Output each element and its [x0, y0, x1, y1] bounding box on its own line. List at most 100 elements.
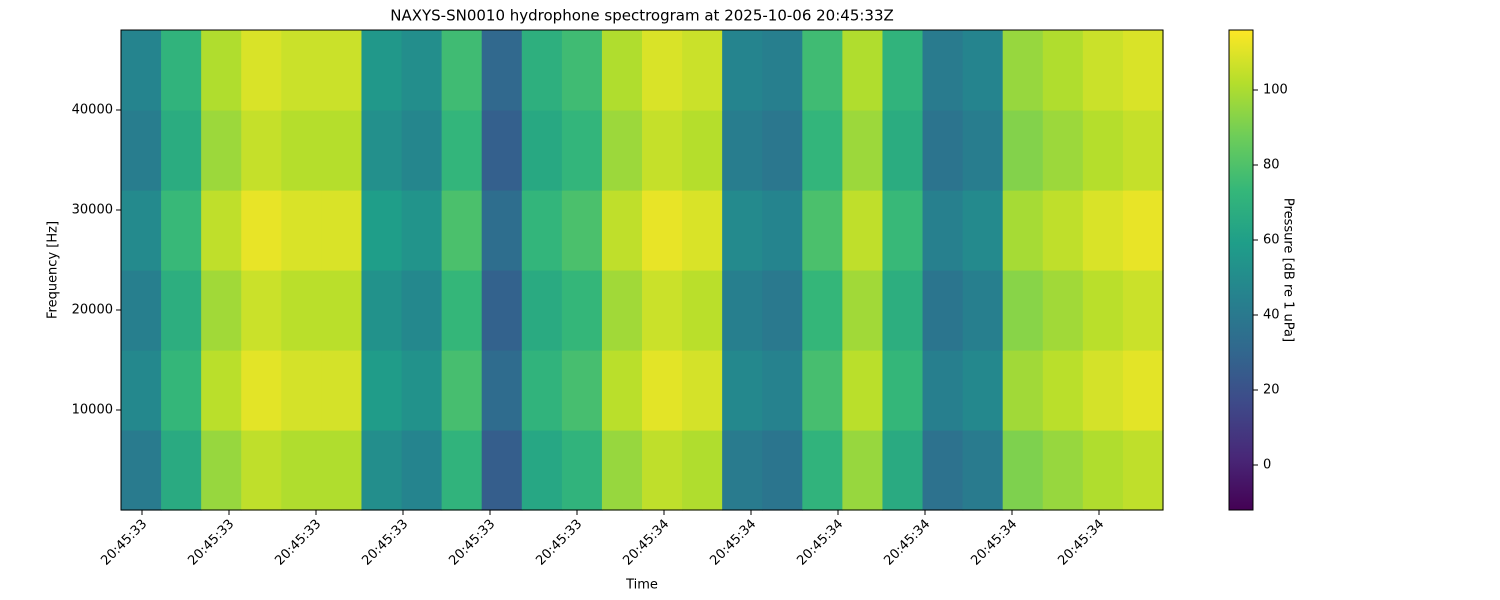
cell: [1122, 110, 1164, 191]
x-tick-label: 20:45:34: [881, 517, 933, 569]
cell: [1082, 430, 1124, 511]
x-tick-label: 20:45:33: [272, 517, 324, 569]
cell: [842, 110, 884, 191]
cell: [842, 190, 884, 271]
cell: [161, 110, 202, 191]
cell: [121, 190, 162, 271]
cell: [561, 270, 603, 351]
cell: [802, 350, 843, 431]
x-tick-label: 20:45:34: [1055, 517, 1107, 569]
cell: [922, 350, 964, 431]
cell: [1002, 30, 1044, 111]
cell: [682, 110, 723, 191]
plot-frame: [120, 29, 1164, 511]
cell: [601, 190, 643, 271]
cell: [481, 30, 523, 111]
cell: [161, 190, 202, 271]
x-tick-label: 20:45:33: [533, 517, 585, 569]
cell: [401, 110, 443, 191]
cell: [1122, 190, 1164, 271]
cell: [281, 350, 322, 431]
cell: [361, 350, 403, 431]
cell: [321, 190, 363, 271]
cell: [481, 430, 523, 511]
x-tick-label: 20:45:33: [446, 517, 498, 569]
cell: [401, 430, 443, 511]
x-tick-label: 20:45:33: [359, 517, 411, 569]
colorbar-tick-label: 0: [1263, 458, 1271, 473]
cell: [361, 30, 403, 111]
cell: [922, 430, 964, 511]
cell: [521, 30, 563, 111]
cell: [1002, 270, 1044, 351]
cell: [121, 30, 162, 111]
cell: [1002, 350, 1044, 431]
cell: [361, 110, 403, 191]
cell: [601, 270, 643, 351]
cell: [601, 430, 643, 511]
cell: [842, 30, 884, 111]
cell: [361, 190, 403, 271]
cell: [201, 430, 242, 511]
cell: [361, 270, 403, 351]
cell: [842, 430, 884, 511]
cell: [1042, 430, 1084, 511]
cell: [521, 270, 563, 351]
cell: [922, 190, 964, 271]
cell: [762, 350, 803, 431]
cell: [922, 110, 964, 191]
cell: [1082, 350, 1124, 431]
y-tick-label: 20000: [72, 303, 113, 318]
cell: [441, 270, 483, 351]
cell: [962, 30, 1004, 111]
cell: [882, 350, 924, 431]
colorbar-tick-label: 20: [1263, 383, 1280, 398]
colorbar-tick-label: 100: [1263, 83, 1288, 98]
cell: [1082, 110, 1124, 191]
cell: [1122, 350, 1164, 431]
cell: [241, 350, 282, 431]
cell: [642, 110, 683, 191]
cell: [762, 430, 803, 511]
cell: [722, 190, 763, 271]
x-axis-label: Time: [625, 578, 658, 593]
cell: [321, 30, 363, 111]
cell: [321, 110, 363, 191]
cell: [321, 430, 363, 511]
cell: [842, 270, 884, 351]
cell: [321, 270, 363, 351]
cell: [882, 30, 924, 111]
cell: [1042, 270, 1084, 351]
cell: [722, 110, 763, 191]
cell: [601, 30, 643, 111]
cell: [802, 430, 843, 511]
cell: [361, 430, 403, 511]
cell: [401, 190, 443, 271]
cell: [1002, 110, 1044, 191]
cell: [922, 270, 964, 351]
colorbar-tick-label: 40: [1263, 308, 1280, 323]
cell: [121, 430, 162, 511]
cell: [161, 430, 202, 511]
colorbar-label: Pressure [dB re 1 uPa]: [1281, 198, 1296, 342]
cell: [161, 350, 202, 431]
cell: [1082, 30, 1124, 111]
y-tick-label: 40000: [72, 103, 113, 118]
x-tick-label: 20:45:33: [98, 517, 150, 569]
cell: [601, 110, 643, 191]
cell: [962, 350, 1004, 431]
cell: [882, 110, 924, 191]
cell: [962, 430, 1004, 511]
cell: [281, 270, 322, 351]
cell: [161, 30, 202, 111]
cell: [1082, 270, 1124, 351]
cell: [1122, 30, 1164, 111]
cell: [241, 190, 282, 271]
cell: [1122, 430, 1164, 511]
cell: [561, 30, 603, 111]
heatmap: [121, 30, 1164, 511]
chart-title: NAXYS-SN0010 hydrophone spectrogram at 2…: [390, 7, 894, 25]
cell: [802, 190, 843, 271]
x-tick-label: 20:45:34: [620, 517, 672, 569]
